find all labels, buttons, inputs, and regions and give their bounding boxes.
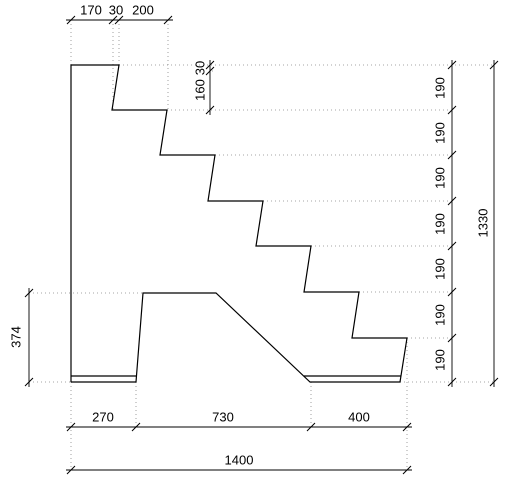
dim-label: 190 [432, 77, 447, 99]
dim-label: 200 [132, 2, 154, 17]
dimension-labels: 170 30 200 160 30 190 190 190 190 190 19… [8, 2, 490, 467]
dim-label: 190 [432, 122, 447, 144]
dim-label: 374 [8, 326, 23, 348]
dim-label: 190 [432, 213, 447, 235]
dim-label: 170 [80, 2, 102, 17]
dim-label: 190 [432, 167, 447, 189]
dim-label: 1330 [475, 209, 490, 238]
dim-label: 270 [92, 409, 114, 424]
dim-label: 1400 [225, 452, 254, 467]
dim-label: 160 [192, 79, 207, 101]
dim-label: 190 [432, 304, 447, 326]
stair-outline [70, 64, 408, 383]
dim-label: 730 [212, 409, 234, 424]
dimension-lines [24, 15, 499, 475]
dim-label: 30 [109, 2, 123, 17]
dim-label: 30 [192, 61, 207, 75]
dim-label: 190 [432, 258, 447, 280]
dim-label: 190 [432, 349, 447, 371]
dim-label: 400 [348, 409, 370, 424]
extension-lines [29, 20, 494, 470]
